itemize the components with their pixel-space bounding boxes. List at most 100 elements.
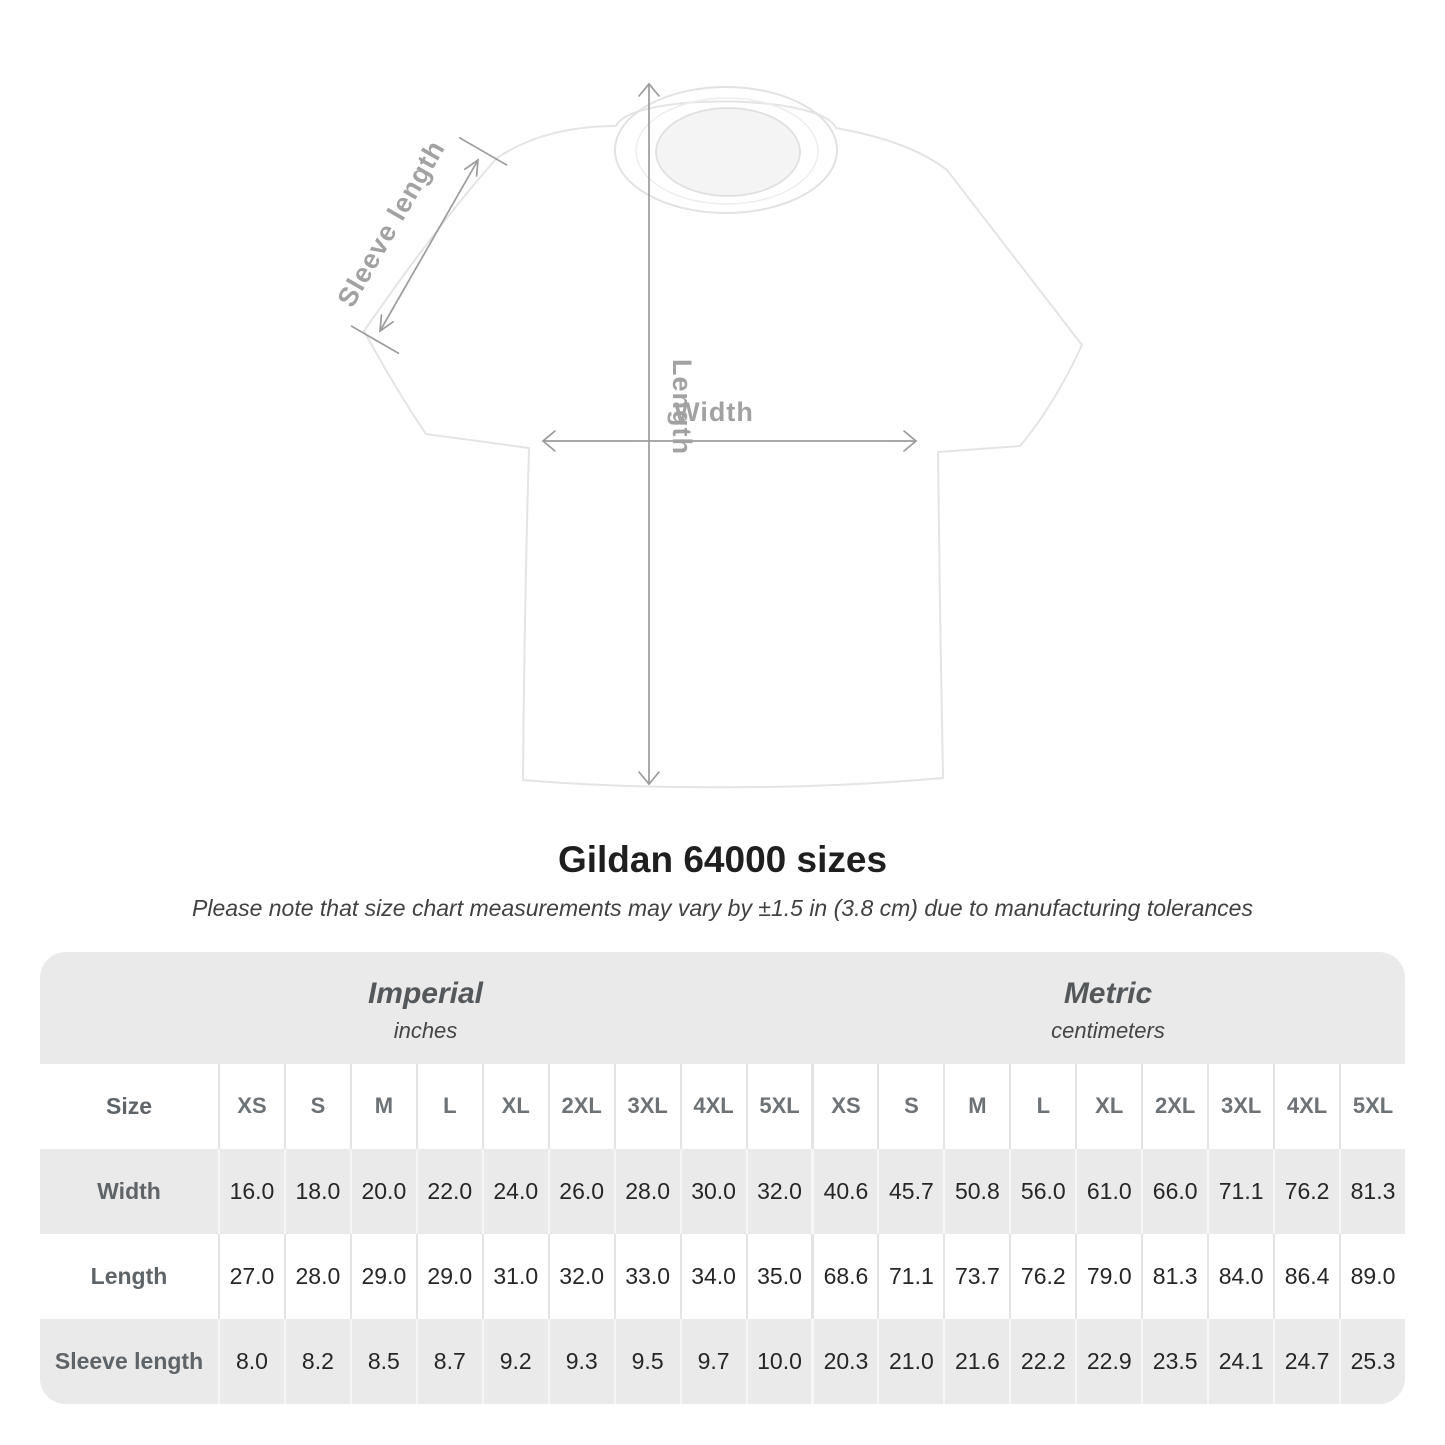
size-col-header: L xyxy=(1009,1063,1075,1149)
size-chart-header: Gildan 64000 sizes Please note that size… xyxy=(0,839,1445,922)
imperial-label: Imperial xyxy=(367,977,484,1011)
size-col-header: M xyxy=(943,1063,1009,1149)
size-col-header: XL xyxy=(1075,1063,1141,1149)
measurement-value: 22.0 xyxy=(415,1148,482,1234)
width-arrow xyxy=(541,430,918,452)
measurement-value: 71.1 xyxy=(1207,1148,1273,1234)
size-col-header: 2XL xyxy=(1141,1063,1207,1149)
measurement-value: 21.6 xyxy=(943,1318,1009,1404)
size-col-header: S xyxy=(283,1063,350,1149)
measurement-value: 79.0 xyxy=(1075,1233,1141,1319)
measurement-value: 8.5 xyxy=(349,1318,416,1404)
measurement-value: 32.0 xyxy=(547,1233,614,1319)
size-col-header: 5XL xyxy=(745,1063,812,1149)
measurement-value: 28.0 xyxy=(613,1148,680,1234)
measurement-value: 71.1 xyxy=(877,1233,943,1319)
measurement-value: 81.3 xyxy=(1339,1148,1405,1234)
table-row: Length 27.0 28.0 29.0 29.0 31.0 32.0 33.0 34.0 35… xyxy=(40,1233,1405,1319)
size-col-header: 2XL xyxy=(547,1063,614,1149)
length-arrow xyxy=(638,82,660,786)
measurement-value: 9.5 xyxy=(613,1318,680,1404)
imperial-section-header: Imperial inches xyxy=(40,952,811,1064)
measurement-value: 30.0 xyxy=(679,1148,746,1234)
tshirt-measurement-diagram: Sleeve length Length Width xyxy=(331,82,1083,789)
size-table-card: Imperial inches Metric centimeters Size … xyxy=(40,951,1405,1404)
collar-outer-seam xyxy=(614,86,838,214)
size-col-header: 4XL xyxy=(679,1063,746,1149)
collar-opening xyxy=(655,107,801,197)
size-col-header: 3XL xyxy=(613,1063,680,1149)
size-col-header: 5XL xyxy=(1339,1063,1405,1149)
measurement-value: 26.0 xyxy=(547,1148,614,1234)
metric-unit-label: centimeters xyxy=(1051,1018,1165,1044)
measurement-value: 24.7 xyxy=(1273,1318,1339,1404)
length-label: Length xyxy=(667,359,697,455)
measurement-value: 45.7 xyxy=(877,1148,943,1234)
row-label: Length xyxy=(90,1262,168,1289)
row-label: Sleeve length xyxy=(54,1347,204,1374)
table-row: Sleeve length 8.0 8.2 8.5 8.7 9.2 9.3 9.5 9.7 10.… xyxy=(40,1318,1405,1404)
measurement-value: 34.0 xyxy=(679,1233,746,1319)
measurement-value: 8.2 xyxy=(283,1318,350,1404)
measurement-value: 10.0 xyxy=(745,1318,812,1404)
tshirt-diagram-svg: Sleeve length Length Width xyxy=(331,82,1083,789)
measurement-value: 25.3 xyxy=(1339,1318,1405,1404)
measurement-value: 22.2 xyxy=(1009,1318,1075,1404)
measurement-value: 16.0 xyxy=(218,1148,284,1234)
measurement-value: 66.0 xyxy=(1141,1148,1207,1234)
collar-rib-seam xyxy=(635,97,819,205)
row-label: Width xyxy=(97,1177,161,1204)
measurement-value: 9.3 xyxy=(547,1318,614,1404)
measurement-value: 73.7 xyxy=(943,1233,1009,1319)
measurement-value: 8.7 xyxy=(415,1318,482,1404)
size-header-row: Size XS S M L XL 2XL 3XL 4XL 5XL XS S M L XL 2XL 3XL 4XL… xyxy=(40,1063,1405,1149)
measurement-value: 50.8 xyxy=(943,1148,1009,1234)
size-col-header: XS xyxy=(811,1063,877,1149)
width-label: Width xyxy=(674,397,754,427)
measurement-value: 61.0 xyxy=(1075,1148,1141,1234)
page-title: Gildan 64000 sizes xyxy=(557,839,888,880)
unit-header-row: Imperial inches Metric centimeters xyxy=(40,952,1405,1064)
measurement-value: 20.0 xyxy=(349,1148,416,1234)
measurement-value: 35.0 xyxy=(745,1233,812,1319)
measurement-value: 76.2 xyxy=(1273,1148,1339,1234)
measurement-value: 9.2 xyxy=(481,1318,548,1404)
imperial-unit-label: inches xyxy=(393,1018,458,1044)
measurement-value: 20.3 xyxy=(811,1318,877,1404)
measurement-value: 8.0 xyxy=(218,1318,284,1404)
measurement-value: 68.6 xyxy=(811,1233,877,1319)
metric-label: Metric xyxy=(1063,977,1153,1011)
measurement-value: 24.1 xyxy=(1207,1318,1273,1404)
metric-section-header: Metric centimeters xyxy=(811,952,1405,1064)
size-column-label: Size xyxy=(105,1092,153,1119)
measurement-value: 56.0 xyxy=(1009,1148,1075,1234)
measurement-value: 29.0 xyxy=(415,1233,482,1319)
size-col-header: M xyxy=(349,1063,416,1149)
measurement-value: 24.0 xyxy=(481,1148,548,1234)
measurement-value: 22.9 xyxy=(1075,1318,1141,1404)
measurement-value: 33.0 xyxy=(613,1233,680,1319)
measurement-value: 18.0 xyxy=(283,1148,350,1234)
measurement-value: 89.0 xyxy=(1339,1233,1405,1319)
measurement-value: 9.7 xyxy=(679,1318,746,1404)
measurement-value: 86.4 xyxy=(1273,1233,1339,1319)
table-rows: Width 16.0 18.0 20.0 22.0 24.0 26.0 28.0 30.0 32.… xyxy=(40,1148,1405,1404)
measurement-value: 21.0 xyxy=(877,1318,943,1404)
measurement-value: 29.0 xyxy=(349,1233,416,1319)
size-col-header: 4XL xyxy=(1273,1063,1339,1149)
table-row: Width 16.0 18.0 20.0 22.0 24.0 26.0 28.0 30.0 32.… xyxy=(40,1148,1405,1234)
measurement-value: 40.6 xyxy=(811,1148,877,1234)
size-col-header: XL xyxy=(481,1063,548,1149)
sleeve-length-arrow xyxy=(350,136,508,355)
measurement-value: 84.0 xyxy=(1207,1233,1273,1319)
measurement-value: 32.0 xyxy=(745,1148,812,1234)
size-col-header: XS xyxy=(218,1063,284,1149)
size-col-header: 3XL xyxy=(1207,1063,1273,1149)
measurement-value: 27.0 xyxy=(218,1233,284,1319)
tolerance-note: Please note that size chart measurements… xyxy=(192,894,1253,921)
measurement-value: 28.0 xyxy=(283,1233,350,1319)
measurement-value: 23.5 xyxy=(1141,1318,1207,1404)
measurement-value: 31.0 xyxy=(481,1233,548,1319)
measurement-value: 76.2 xyxy=(1009,1233,1075,1319)
measurement-value: 81.3 xyxy=(1141,1233,1207,1319)
